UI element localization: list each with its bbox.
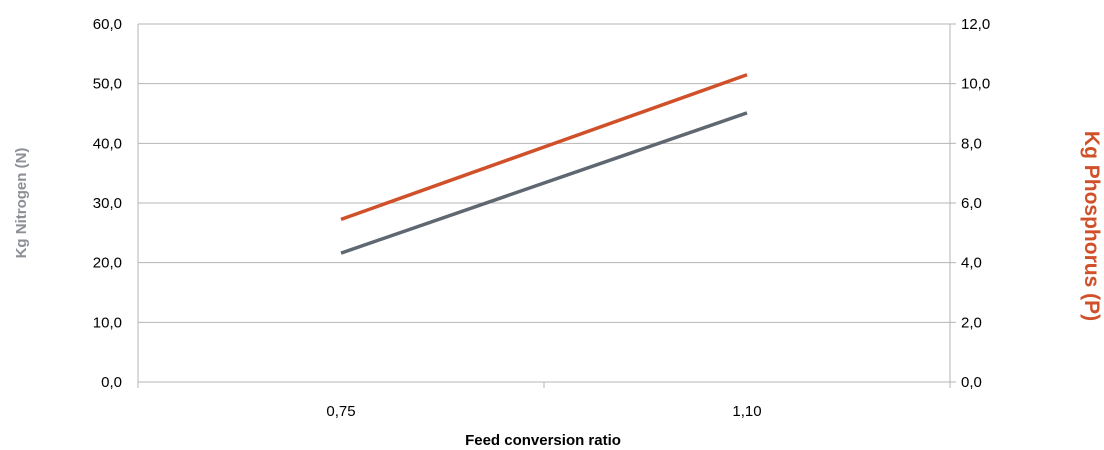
y-tick-label: 50,0: [93, 76, 122, 93]
y-tick-label: 30,0: [93, 195, 122, 212]
y2-tick-label: 12,0: [961, 16, 990, 33]
series-line-nitrogen: [340, 111, 748, 255]
y-tick-label: 20,0: [93, 255, 122, 272]
y2-tick-label: 6,0: [961, 195, 982, 212]
y-tick-label: 0,0: [101, 374, 122, 391]
y2-tick-label: 10,0: [961, 76, 990, 93]
y2-tick-label: 8,0: [961, 135, 982, 152]
x-tick-label: 1,10: [732, 403, 761, 420]
y-axis-title-left: Kg Nitrogen (N): [13, 148, 30, 259]
y2-tick-label: 4,0: [961, 255, 982, 272]
grid-lines: [138, 23, 950, 383]
y-axis-title-right: Kg Phosphorus (P): [1080, 131, 1103, 321]
axes: [137, 23, 956, 388]
x-axis-title: Feed conversion ratio: [465, 432, 621, 449]
y2-tick-label: 2,0: [961, 314, 982, 331]
tick-labels: 0,0 0,0 10,0 2,0 20,0 4,0 30,0 6,0 40,0 8,0 50,0 10…: [93, 16, 990, 420]
y-tick-label: 60,0: [93, 16, 122, 33]
series-line-phosphorus: [340, 73, 748, 222]
y2-tick-label: 0,0: [961, 374, 982, 391]
x-tick-label: 0,75: [326, 403, 355, 420]
y-tick-label: 40,0: [93, 135, 122, 152]
data-series: [340, 73, 748, 255]
y-tick-label: 10,0: [93, 314, 122, 331]
